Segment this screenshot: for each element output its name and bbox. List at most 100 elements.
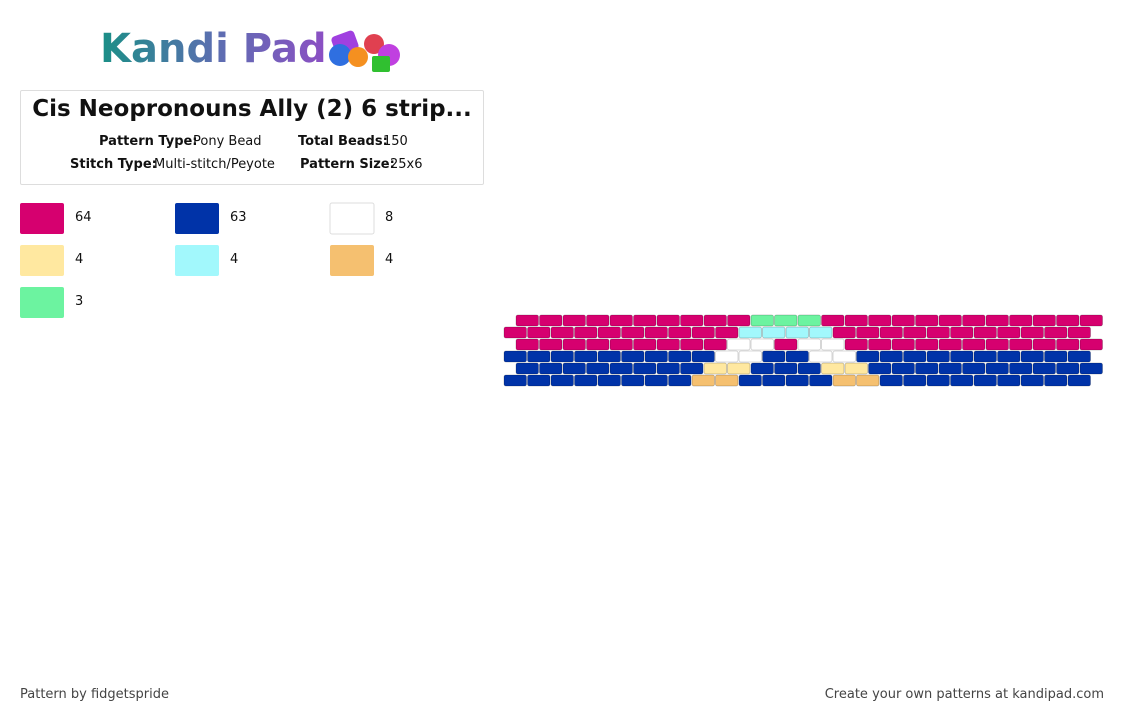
- bead: [797, 362, 821, 375]
- bead: [821, 362, 845, 375]
- bead: [1032, 314, 1056, 327]
- bead: [727, 362, 751, 375]
- bead: [527, 350, 551, 363]
- bead: [1067, 374, 1091, 387]
- bead: [926, 350, 950, 363]
- bead: [609, 362, 633, 375]
- bead: [715, 350, 739, 363]
- bead: [879, 350, 903, 363]
- bead: [856, 326, 880, 339]
- bead: [715, 326, 739, 339]
- bead: [844, 314, 868, 327]
- bead: [703, 314, 727, 327]
- swatch-count: 4: [75, 252, 84, 267]
- bead: [562, 362, 586, 375]
- bead: [785, 374, 809, 387]
- bead: [938, 314, 962, 327]
- bead: [515, 314, 539, 327]
- bead: [903, 374, 927, 387]
- bead: [962, 362, 986, 375]
- bead: [785, 326, 809, 339]
- logo-beads: [329, 30, 400, 72]
- bead: [832, 374, 856, 387]
- bead: [644, 326, 668, 339]
- bead: [656, 362, 680, 375]
- bead: [1009, 362, 1033, 375]
- bead: [586, 362, 610, 375]
- bead: [738, 326, 762, 339]
- bead: [621, 326, 645, 339]
- bead: [1079, 338, 1103, 351]
- bead: [973, 374, 997, 387]
- bead: [586, 314, 610, 327]
- logo-bead: [329, 44, 351, 66]
- bead: [597, 326, 621, 339]
- swatch-count: 63: [230, 210, 247, 225]
- bead: [915, 362, 939, 375]
- bead: [774, 338, 798, 351]
- bead: [727, 314, 751, 327]
- palette: [20, 202, 375, 318]
- swatch-count: 64: [75, 210, 92, 225]
- bead: [691, 326, 715, 339]
- bead: [703, 362, 727, 375]
- swatch-count: 3: [75, 294, 84, 309]
- bead: [832, 326, 856, 339]
- bead: [1044, 350, 1068, 363]
- bead: [809, 374, 833, 387]
- bead: [1056, 314, 1080, 327]
- bead: [668, 326, 692, 339]
- info-label: Stitch Type:: [70, 157, 157, 172]
- bead: [950, 350, 974, 363]
- bead: [1020, 326, 1044, 339]
- bead: [926, 326, 950, 339]
- bead: [868, 314, 892, 327]
- bead-pattern: [503, 314, 1103, 387]
- info-box: [20, 90, 484, 185]
- bead: [609, 338, 633, 351]
- bead: [997, 326, 1021, 339]
- bead: [1009, 314, 1033, 327]
- credit: Pattern by fidgetspride: [20, 687, 169, 702]
- bead: [539, 338, 563, 351]
- bead: [680, 338, 704, 351]
- bead: [503, 350, 527, 363]
- bead: [656, 338, 680, 351]
- bead: [539, 362, 563, 375]
- bead: [515, 338, 539, 351]
- bead: [539, 314, 563, 327]
- bead: [597, 374, 621, 387]
- swatch: [20, 203, 64, 234]
- bead: [515, 362, 539, 375]
- swatch: [20, 245, 64, 276]
- bead: [821, 338, 845, 351]
- bead: [656, 314, 680, 327]
- info-value: 25x6: [390, 157, 423, 172]
- bead: [1056, 338, 1080, 351]
- logo: Kandi Pad: [100, 26, 327, 72]
- bead: [691, 350, 715, 363]
- bead: [985, 338, 1009, 351]
- bead: [903, 326, 927, 339]
- bead: [762, 374, 786, 387]
- swatch: [175, 203, 219, 234]
- bead: [527, 374, 551, 387]
- bead: [938, 362, 962, 375]
- bead: [574, 326, 598, 339]
- bead: [856, 350, 880, 363]
- bead: [1020, 374, 1044, 387]
- cta: Create your own patterns at kandipad.com: [824, 687, 1104, 702]
- swatch-count: 4: [385, 252, 394, 267]
- bead: [738, 350, 762, 363]
- bead: [774, 362, 798, 375]
- bead: [915, 314, 939, 327]
- info-label: Pattern Type:: [99, 134, 198, 149]
- swatch: [330, 245, 374, 276]
- bead: [762, 350, 786, 363]
- bead: [950, 374, 974, 387]
- logo-bead: [372, 56, 390, 72]
- bead: [1044, 374, 1068, 387]
- swatch-count: 4: [230, 252, 239, 267]
- bead: [985, 362, 1009, 375]
